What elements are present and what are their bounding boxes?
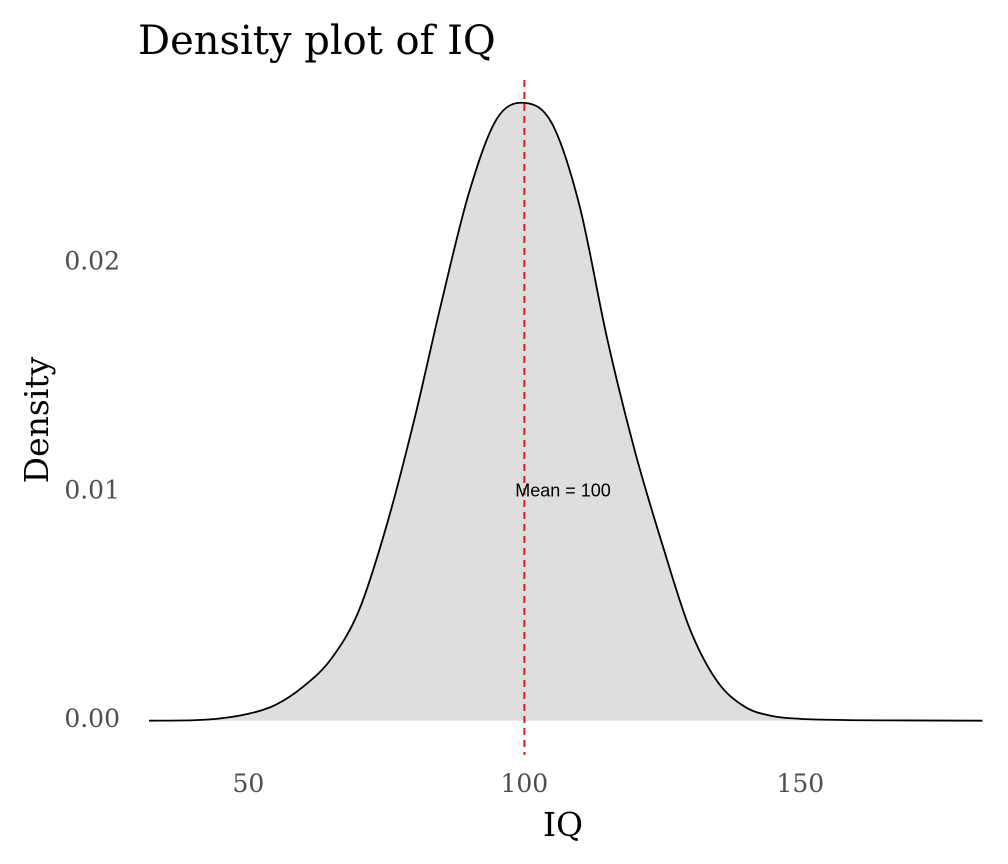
y-tick-label: 0.01 [64, 475, 120, 504]
y-axis-title: Density [17, 356, 56, 483]
x-tick-label: 100 [501, 769, 549, 798]
mean-annotation: Mean = 100 [515, 481, 611, 501]
plot-area: Mean = 100 [149, 80, 983, 755]
x-tick-label: 150 [776, 769, 824, 798]
x-tick-label: 50 [232, 769, 264, 798]
chart-title: Density plot of IQ [138, 18, 496, 64]
x-axis-title: IQ [543, 805, 583, 844]
x-axis-ticks: 50 100 150 [232, 769, 824, 798]
y-tick-label: 0.00 [64, 704, 120, 733]
y-tick-label: 0.02 [64, 247, 120, 276]
y-axis-ticks: 0.00 0.01 0.02 [64, 247, 120, 734]
density-curve [149, 101, 983, 722]
density-area [149, 102, 983, 721]
